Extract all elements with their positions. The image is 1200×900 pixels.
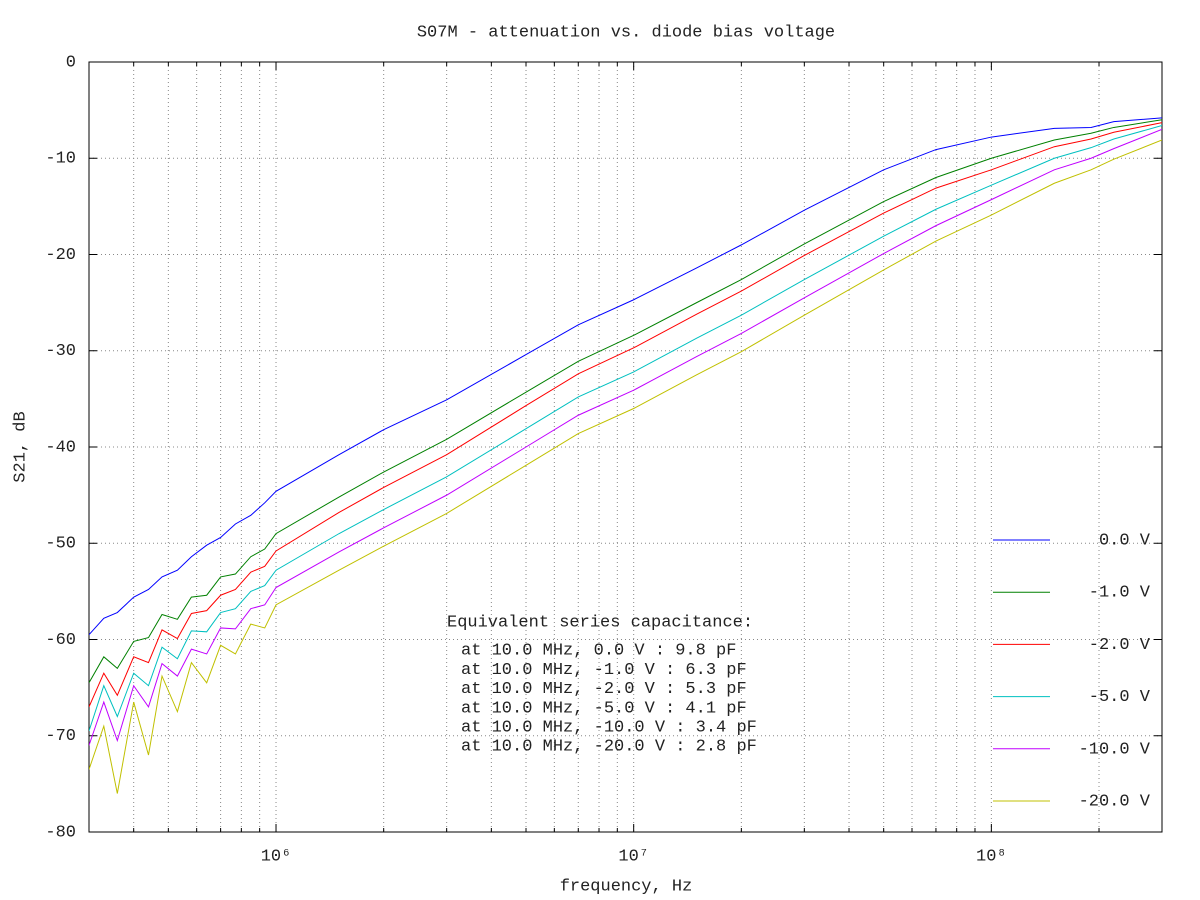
series-line bbox=[89, 139, 1162, 794]
annotation-heading: Equivalent series capacitance: bbox=[447, 613, 753, 632]
legend-label: -1.0 V bbox=[1089, 584, 1151, 603]
legend-label: -5.0 V bbox=[1089, 688, 1151, 707]
x-axis-label: frequency, Hz bbox=[560, 877, 693, 896]
x-tick-label: 10⁶ bbox=[261, 847, 292, 866]
legend: 0.0 V -1.0 V -2.0 V -5.0 V -10.0 V -20.0 V bbox=[993, 531, 1151, 811]
annotation-line: at 10.0 MHz, -10.0 V : 3.4 pF bbox=[461, 718, 757, 737]
series-line bbox=[89, 119, 1162, 684]
legend-label: -2.0 V bbox=[1089, 636, 1151, 655]
series-line bbox=[89, 117, 1162, 636]
y-tick-label: -60 bbox=[45, 631, 76, 650]
series-line bbox=[89, 122, 1162, 708]
annotation-line: at 10.0 MHz, -20.0 V : 2.8 pF bbox=[461, 738, 757, 757]
plot-frame bbox=[88, 61, 1163, 833]
annotation-line: at 10.0 MHz, 0.0 V : 9.8 pF bbox=[461, 642, 736, 661]
annotation-line: at 10.0 MHz, -5.0 V : 4.1 pF bbox=[461, 699, 747, 718]
y-tick-label: -70 bbox=[45, 727, 76, 746]
chart-title: S07M - attenuation vs. diode bias voltag… bbox=[417, 23, 835, 42]
annotation: Equivalent series capacitance: at 10.0 MH… bbox=[447, 613, 757, 756]
series-line bbox=[89, 125, 1162, 732]
grid bbox=[89, 61, 1162, 833]
annotation-line: at 10.0 MHz, -1.0 V : 6.3 pF bbox=[461, 661, 747, 680]
x-tick-label: 10⁷ bbox=[618, 847, 649, 866]
legend-label: -20.0 V bbox=[1079, 792, 1151, 811]
y-tick-label: -20 bbox=[45, 246, 76, 265]
legend-label: -10.0 V bbox=[1079, 740, 1151, 759]
labels: S07M - attenuation vs. diode bias voltag… bbox=[11, 23, 1006, 896]
y-tick-label: -40 bbox=[45, 438, 76, 457]
series bbox=[89, 117, 1162, 794]
y-tick-label: -50 bbox=[45, 535, 76, 554]
y-tick-label: 0 bbox=[66, 53, 76, 72]
series-line bbox=[89, 128, 1162, 746]
y-axis-label: S21, dB bbox=[11, 411, 30, 482]
y-tick-label: -30 bbox=[45, 342, 76, 361]
x-tick-label: 10⁸ bbox=[976, 847, 1007, 866]
legend-label: 0.0 V bbox=[1099, 531, 1151, 550]
y-tick-label: -10 bbox=[45, 150, 76, 169]
y-tick-label: -80 bbox=[45, 823, 76, 842]
annotation-line: at 10.0 MHz, -2.0 V : 5.3 pF bbox=[461, 680, 747, 699]
